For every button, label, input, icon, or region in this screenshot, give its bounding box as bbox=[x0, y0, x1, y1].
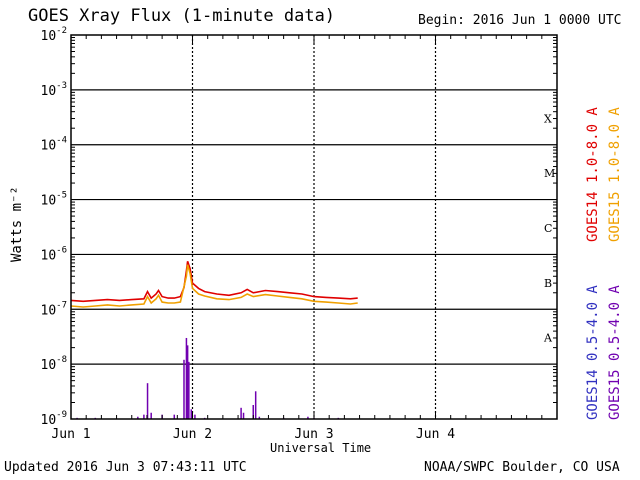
chart-title: GOES Xray Flux (1-minute data) bbox=[28, 6, 336, 26]
flare-class-label: A bbox=[543, 332, 553, 345]
y-axis-label: Watts m⁻² bbox=[9, 186, 25, 262]
flare-class-label: M bbox=[544, 167, 555, 180]
y-tick-label: 10-7 bbox=[41, 300, 68, 318]
begin-label: Begin: bbox=[418, 13, 465, 28]
begin-value: 2016 Jun 1 0000 UTC bbox=[472, 13, 622, 28]
legend-goes14-long: GOES14 1.0-8.0 A bbox=[585, 107, 601, 242]
y-tick-label: 10-2 bbox=[41, 26, 68, 44]
x-tick-label: Jun 1 bbox=[51, 427, 90, 442]
flare-class-label: X bbox=[544, 112, 552, 125]
y-tick-label: 10-3 bbox=[41, 81, 68, 99]
series-line bbox=[70, 264, 358, 308]
y-tick-label: 10-5 bbox=[41, 191, 68, 209]
begin-timestamp: Begin: 2016 Jun 1 0000 UTC bbox=[418, 13, 622, 28]
credit-text: NOAA/SWPC Boulder, CO USA bbox=[424, 460, 620, 475]
legend-goes15-long: GOES15 1.0-8.0 A bbox=[607, 107, 623, 242]
x-tick-label: Jun 4 bbox=[416, 427, 455, 442]
y-tick-label: 10-4 bbox=[41, 136, 68, 154]
y-tick-label: 10-9 bbox=[41, 410, 68, 428]
flare-class-label: B bbox=[544, 277, 552, 290]
plot-frame bbox=[70, 34, 558, 420]
x-axis-label: Universal Time bbox=[270, 441, 372, 455]
legend-goes15-short: GOES15 0.5-4.0 A bbox=[607, 285, 623, 420]
x-tick-label: Jun 2 bbox=[173, 427, 212, 442]
updated-timestamp: Updated 2016 Jun 3 07:43:11 UTC bbox=[4, 460, 247, 475]
x-tick-label: Jun 3 bbox=[294, 427, 333, 442]
flare-class-label: C bbox=[544, 222, 552, 235]
y-tick-label: 10-8 bbox=[41, 355, 68, 373]
y-tick-label: 10-6 bbox=[41, 245, 68, 263]
legend-goes14-short: GOES14 0.5-4.0 A bbox=[585, 285, 601, 420]
series-line bbox=[70, 261, 358, 303]
